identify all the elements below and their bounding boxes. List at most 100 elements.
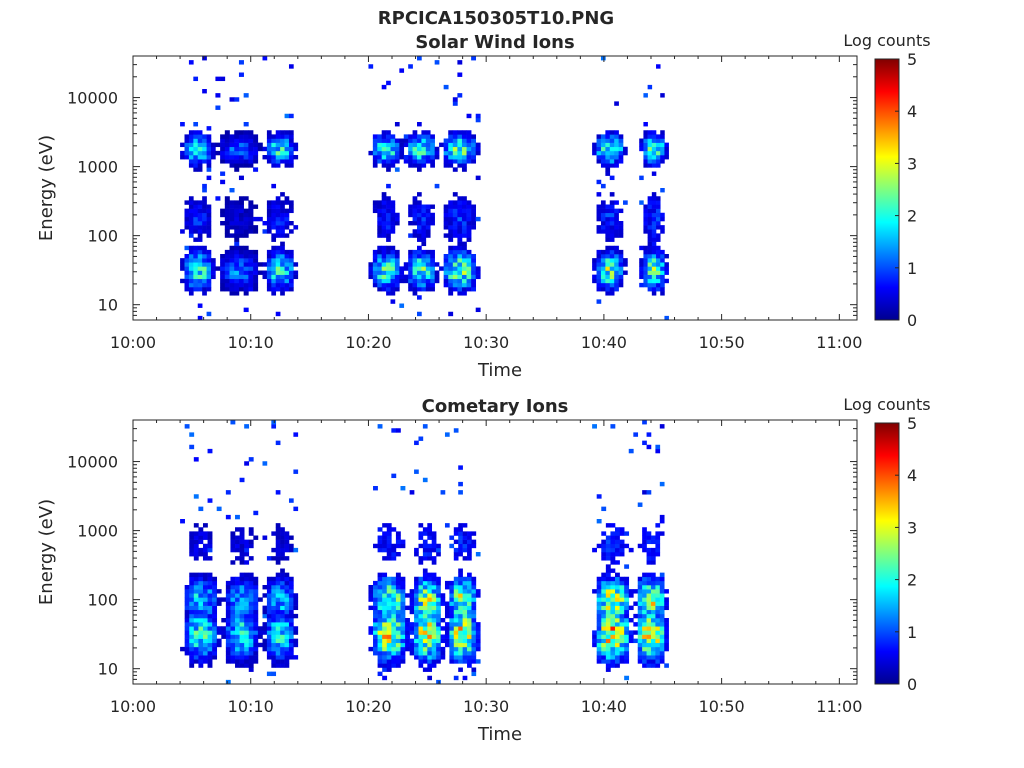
spectrogram-cell <box>210 150 216 156</box>
spectrogram-cell <box>458 634 463 639</box>
spectrogram-cell <box>452 262 458 267</box>
spectrogram-cell <box>430 221 435 226</box>
spectrogram-cell <box>609 266 615 271</box>
spectrogram-cell <box>280 159 285 164</box>
spectrogram-cell <box>193 556 199 561</box>
spectrogram-cell <box>206 311 212 317</box>
spectrogram-cell <box>619 638 625 644</box>
spectrogram-cell <box>646 626 652 631</box>
spectrogram-cell <box>431 547 437 553</box>
spectrogram-cell <box>471 646 477 652</box>
spectrogram-cell <box>386 634 392 639</box>
spectrogram-cell <box>431 580 437 586</box>
spectrogram-cell <box>600 225 606 230</box>
spectrogram-cell <box>448 200 454 205</box>
spectrogram-cell <box>458 547 463 553</box>
spectrogram-cell <box>425 159 431 164</box>
spectrogram-cell <box>471 258 477 263</box>
spectrogram-cell <box>225 626 231 631</box>
spectrogram-cell <box>619 646 625 652</box>
spectrogram-cell <box>610 535 616 540</box>
spectrogram-cell <box>422 613 428 619</box>
spectrogram-cell <box>431 613 437 619</box>
spectrogram-cell <box>412 163 418 168</box>
spectrogram-cell <box>216 642 222 648</box>
colorbar-tick-label: 1 <box>907 259 917 278</box>
spectrogram-cell <box>443 258 449 263</box>
spectrogram-cell <box>372 274 378 280</box>
spectrogram-cell <box>471 208 477 214</box>
spectrogram-cell <box>197 167 203 172</box>
spectrogram-cell <box>615 646 620 652</box>
spectrogram-cell <box>243 150 249 156</box>
spectrogram-cell <box>206 126 212 131</box>
spectrogram-cell <box>444 622 450 627</box>
spectrogram-cell <box>405 634 410 639</box>
spectrogram-cell <box>248 258 254 263</box>
spectrogram-cell <box>377 212 382 218</box>
spectrogram-cell <box>400 597 406 602</box>
spectrogram-cell <box>422 531 428 536</box>
spectrogram-cell <box>234 163 240 168</box>
spectrogram-cell <box>189 655 195 660</box>
spectrogram-cell <box>189 651 195 656</box>
spectrogram-cell <box>284 572 290 578</box>
spectrogram-cell <box>221 630 227 635</box>
spectrogram-cell <box>391 609 397 615</box>
spectrogram-cell <box>462 642 468 648</box>
spectrogram-cell <box>248 200 254 205</box>
spectrogram-cell <box>417 249 422 255</box>
spectrogram-cell <box>202 258 207 263</box>
spectrogram-cell <box>642 547 647 553</box>
spectrogram-cell <box>596 585 602 590</box>
spectrogram-cell <box>467 589 472 594</box>
spectrogram-cell <box>414 613 419 619</box>
spectrogram-cell <box>467 580 472 586</box>
spectrogram-cell <box>377 138 382 143</box>
spectrogram-cell <box>391 638 397 644</box>
spectrogram-cell <box>461 229 467 234</box>
spectrogram-cell <box>605 278 611 284</box>
spectrogram-cell <box>284 196 290 201</box>
spectrogram-cell <box>614 245 619 251</box>
spectrogram-cell <box>280 278 285 284</box>
spectrogram-cell <box>417 229 422 234</box>
spectrogram-cell <box>284 233 290 238</box>
spectrogram-cell <box>266 146 272 152</box>
spectrogram-cell <box>239 613 245 619</box>
spectrogram-cell <box>646 597 652 602</box>
spectrogram-cell <box>377 155 382 160</box>
spectrogram-cell <box>275 225 281 230</box>
colorbar-tick-label: 3 <box>907 154 917 173</box>
spectrogram-cell <box>266 270 272 275</box>
spectrogram-cell <box>605 266 611 271</box>
spectrogram-cell <box>202 651 208 656</box>
spectrogram-cell <box>184 270 190 275</box>
spectrogram-cell <box>202 204 207 209</box>
spectrogram-cell <box>377 424 383 429</box>
spectrogram-cell <box>198 659 204 664</box>
spectrogram-cell <box>386 291 391 296</box>
spectrogram-cell <box>462 601 468 606</box>
spectrogram-cell <box>417 150 422 156</box>
spectrogram-cell <box>271 630 277 635</box>
colorbar-tick-label: 1 <box>907 623 917 642</box>
spectrogram-cell <box>284 638 290 644</box>
spectrogram-cell <box>417 225 422 230</box>
spectrogram-cell <box>650 609 656 615</box>
spectrogram-cell <box>390 163 396 168</box>
spectrogram-cell <box>422 597 428 602</box>
spectrogram-cell <box>262 262 268 267</box>
spectrogram-cell <box>377 274 382 280</box>
spectrogram-cell <box>461 254 467 259</box>
spectrogram-cell <box>647 216 653 222</box>
spectrogram-cell <box>412 258 418 263</box>
spectrogram-cell <box>471 576 477 582</box>
spectrogram-cell <box>605 155 611 160</box>
spectrogram-cell <box>275 490 281 495</box>
spectrogram-cell <box>284 155 290 160</box>
spectrogram-cell <box>656 134 661 139</box>
spectrogram-cell <box>592 142 597 148</box>
spectrogram-cell <box>382 576 388 582</box>
spectrogram-cell <box>664 146 669 152</box>
